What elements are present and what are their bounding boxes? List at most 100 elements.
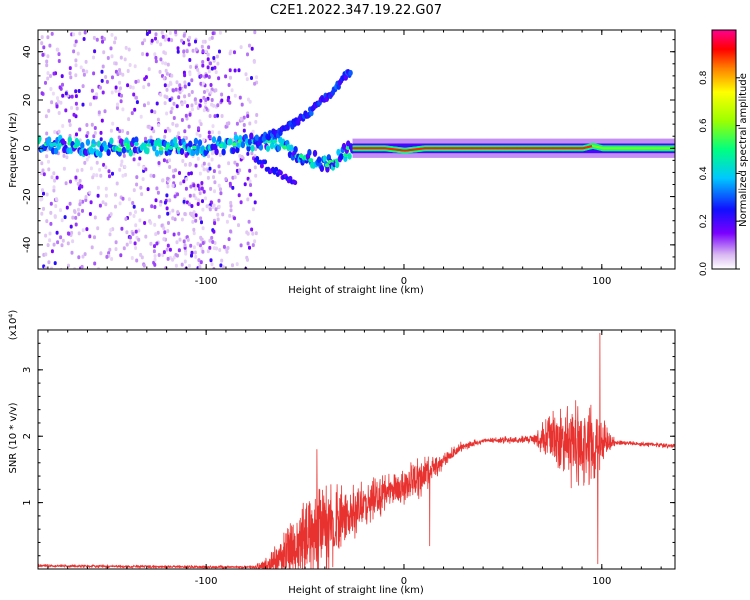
heatmap-cell	[192, 183, 196, 188]
heatmap-cell	[213, 180, 217, 185]
heatmap-cell	[220, 92, 224, 97]
heatmap-cell	[150, 38, 154, 43]
snr-series-line	[38, 332, 675, 569]
heatmap-cell	[158, 69, 162, 74]
heatmap-cell	[95, 92, 99, 97]
heatmap-cell	[237, 223, 240, 228]
heatmap-cell	[93, 126, 97, 130]
heatmap-cell	[157, 214, 161, 219]
heatmap-cell	[134, 229, 138, 234]
heatmap-cell	[309, 110, 314, 117]
heatmap-cell	[198, 171, 202, 176]
heatmap-cell	[135, 182, 139, 187]
heatmap-cell	[132, 214, 136, 218]
heatmap-cell	[183, 73, 187, 78]
heatmap-cell	[237, 68, 241, 73]
heatmap-cell	[41, 188, 44, 193]
heatmap-cell	[154, 36, 157, 41]
heatmap-cell	[163, 230, 167, 235]
heatmap-cell	[149, 135, 153, 140]
heatmap-cell	[246, 52, 249, 57]
heatmap-cell	[60, 138, 66, 146]
heatmap-cell	[209, 61, 212, 66]
heatmap-cell	[155, 241, 159, 246]
heatmap-cell	[220, 258, 224, 263]
heatmap-cell	[72, 32, 76, 37]
heatmap-cell	[106, 149, 111, 156]
heatmap-cell	[111, 121, 115, 126]
heatmap-cell	[62, 153, 66, 158]
heatmap-cell	[45, 131, 49, 136]
heatmap-cell	[88, 190, 92, 195]
heatmap-cell	[141, 52, 145, 56]
heatmap-cell	[166, 62, 170, 67]
heatmap-cell	[144, 136, 147, 141]
heatmap-cell	[168, 247, 172, 252]
heatmap-cell	[182, 199, 186, 204]
heatmap-cell	[207, 75, 211, 79]
heatmap-cell	[325, 165, 330, 173]
heatmap-cell	[184, 186, 188, 191]
heatmap-cell	[57, 52, 61, 57]
y-tick-label: -20	[22, 188, 33, 204]
heatmap-cell	[111, 75, 114, 80]
heatmap-cell	[228, 213, 232, 218]
colorbar: 0.0 0.2 0.4 0.6 0.8 Normalized spectral ampl…	[699, 29, 749, 276]
heatmap-cell	[231, 147, 236, 155]
heatmap-cell	[191, 48, 195, 53]
heatmap-cell	[117, 89, 121, 94]
y-tick-label: 40	[22, 45, 33, 58]
heatmap-cell	[119, 163, 123, 167]
heatmap-cell	[124, 45, 128, 50]
heatmap-cell	[155, 186, 159, 191]
heatmap-cell	[191, 107, 194, 112]
heatmap-cell	[182, 49, 186, 54]
x-tick-label: 0	[401, 276, 407, 287]
heatmap-cell	[101, 90, 105, 95]
heatmap-cell	[53, 147, 59, 155]
heatmap-cell	[174, 87, 178, 92]
heatmap-cell	[207, 134, 211, 139]
heatmap-cell	[101, 64, 105, 69]
heatmap-cell	[145, 52, 149, 57]
heatmap-cell	[53, 214, 57, 219]
heatmap-cell	[42, 206, 45, 211]
heatmap-cell	[244, 72, 248, 77]
heatmap-cell	[219, 191, 223, 196]
heatmap-cell	[201, 241, 205, 245]
heatmap-cell	[52, 242, 56, 247]
heatmap-cell	[179, 148, 185, 155]
heatmap-cell	[166, 243, 170, 248]
heatmap-cell	[100, 118, 104, 123]
x-tick-label: 0	[401, 576, 407, 587]
heatmap-cell	[50, 175, 54, 180]
heatmap-cell	[183, 84, 187, 89]
heatmap-cell	[255, 75, 258, 80]
heatmap-cell	[153, 110, 157, 115]
heatmap-cell	[211, 124, 215, 129]
heatmap-cell	[61, 124, 65, 128]
heatmap-cell	[72, 49, 76, 54]
heatmap-cell	[172, 255, 176, 260]
heatmap-cell	[165, 206, 169, 211]
heatmap-cell	[193, 97, 197, 102]
heatmap-cell	[153, 244, 156, 249]
heatmap-cell	[135, 100, 139, 105]
heatmap-cell	[213, 241, 217, 245]
heatmap-cell	[259, 163, 264, 169]
heatmap-cell	[210, 35, 214, 40]
heatmap-cell	[251, 207, 255, 212]
heatmap-cell	[152, 129, 156, 134]
colorbar-gradient	[711, 29, 737, 270]
heatmap-cell	[178, 83, 182, 88]
heatmap-cell	[182, 179, 186, 184]
heatmap-cell	[217, 164, 221, 169]
heatmap-cell	[153, 205, 157, 209]
heatmap-cell	[40, 35, 44, 40]
heatmap-cell	[200, 186, 204, 191]
heatmap-cell	[42, 45, 46, 50]
heatmap-cell	[190, 149, 196, 157]
heatmap-cell	[106, 216, 110, 221]
heatmap-cell	[206, 175, 210, 180]
heatmap-cell	[212, 169, 216, 174]
